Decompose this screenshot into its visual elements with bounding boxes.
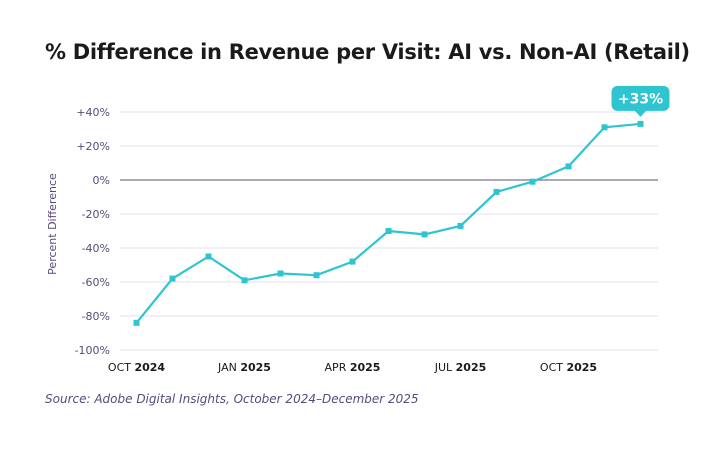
data-point — [205, 253, 212, 260]
gridlines — [120, 111, 658, 351]
y-tick-label: -20% — [82, 208, 110, 221]
data-point — [313, 272, 320, 279]
data-point — [457, 222, 464, 229]
data-point — [529, 178, 536, 185]
data-point — [493, 188, 500, 195]
source-note: Source: Adobe Digital Insights, October … — [45, 392, 419, 406]
x-tick-label: JUL 2025 — [434, 361, 487, 374]
data-point — [349, 258, 356, 265]
y-axis-label: Percent Difference — [46, 173, 59, 275]
y-tick-label: -80% — [82, 310, 110, 323]
x-tick-label: APR 2025 — [325, 361, 381, 374]
y-tick-label: +40% — [76, 106, 110, 119]
y-tick-label: +20% — [76, 140, 110, 153]
data-point — [637, 120, 644, 127]
y-tick-label: -100% — [75, 344, 110, 357]
series-line — [135, 122, 642, 324]
data-point — [169, 275, 176, 282]
x-tick-label: OCT 2024 — [108, 361, 166, 374]
chart-title: % Difference in Revenue per Visit: AI vs… — [45, 40, 690, 64]
data-point — [421, 231, 428, 238]
y-tick-label: 0% — [93, 174, 110, 187]
callout-label: +33% — [618, 91, 663, 107]
y-tick-label: -40% — [82, 242, 110, 255]
data-point — [133, 319, 140, 326]
data-point — [277, 270, 284, 277]
series-revenue-per-visit — [133, 120, 644, 326]
y-tick-label: -60% — [82, 276, 110, 289]
x-tick-label: OCT 2025 — [540, 361, 597, 374]
data-point — [601, 124, 608, 131]
x-axis-tick-labels: OCT 2024 JAN 2025 APR 2025 JUL 2025 OCT 2025 — [108, 361, 597, 374]
data-point — [241, 277, 248, 284]
data-point — [385, 228, 392, 234]
callout-annotation: +33% — [611, 85, 670, 117]
callout-pointer — [634, 110, 647, 117]
x-tick-label: JAN 2025 — [217, 361, 271, 374]
y-axis-tick-labels: +40% +20% 0% -20% -40% -60% -80% -100% — [75, 106, 110, 357]
callout-bubble — [611, 85, 670, 111]
data-point — [565, 163, 572, 170]
